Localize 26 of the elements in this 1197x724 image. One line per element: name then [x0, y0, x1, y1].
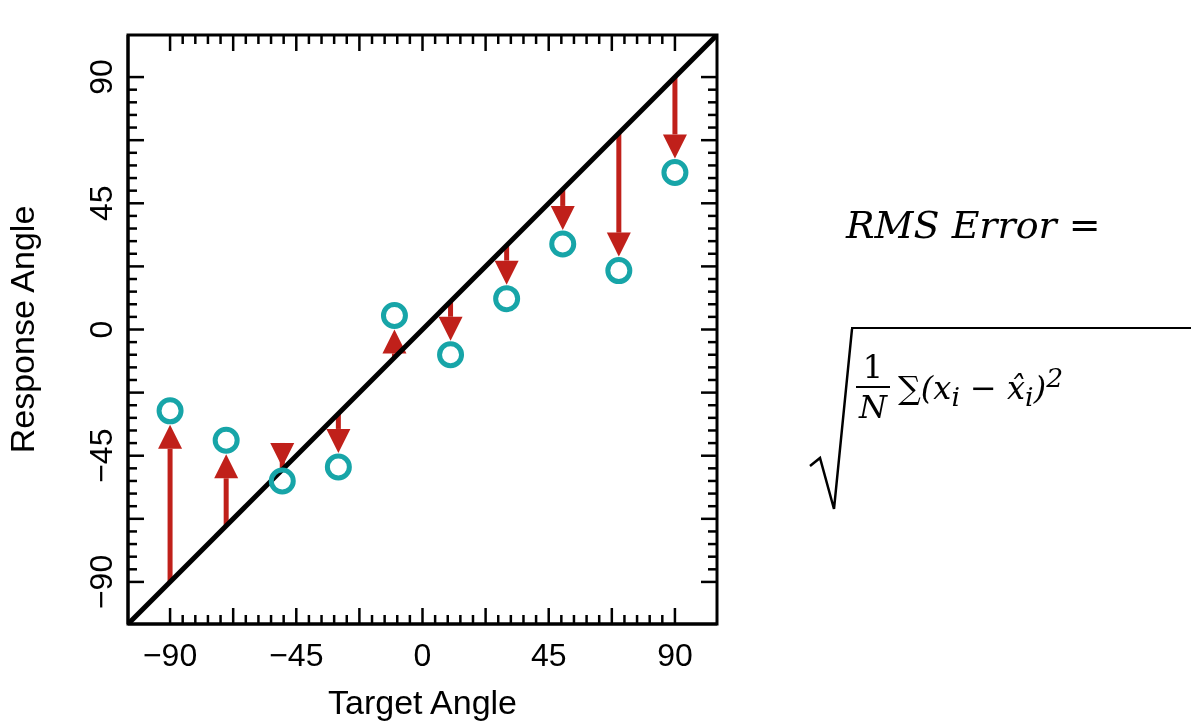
y-tick-label: −45 [83, 428, 119, 483]
x-tick-label: 0 [413, 637, 432, 673]
y-tick-label: 0 [83, 320, 119, 339]
x-axis-title: Target Angle [327, 683, 518, 721]
point [493, 285, 521, 313]
y-tick-label: 90 [83, 59, 119, 95]
text: N [859, 388, 887, 426]
x-tick-label: −45 [269, 637, 324, 673]
point [605, 257, 633, 285]
point [661, 158, 689, 186]
point [380, 301, 408, 329]
point [549, 230, 577, 258]
text: RMS Error = [846, 203, 1101, 247]
x-tick-label: 45 [530, 637, 567, 673]
point [324, 453, 352, 481]
point [156, 397, 184, 425]
x-tick-label: 90 [657, 637, 693, 673]
point [212, 426, 240, 454]
point [268, 467, 296, 495]
x-tick-label: −90 [142, 637, 198, 673]
y-tick-label: −90 [83, 554, 119, 610]
y-axis-title: Response Angle [3, 205, 42, 454]
text: ∑(x$_{i}$ − x̂$_{i}$)$^{2}$ [898, 361, 1064, 413]
y-tick-label: 45 [83, 185, 119, 222]
text: 1 [862, 348, 884, 386]
point [437, 341, 465, 369]
